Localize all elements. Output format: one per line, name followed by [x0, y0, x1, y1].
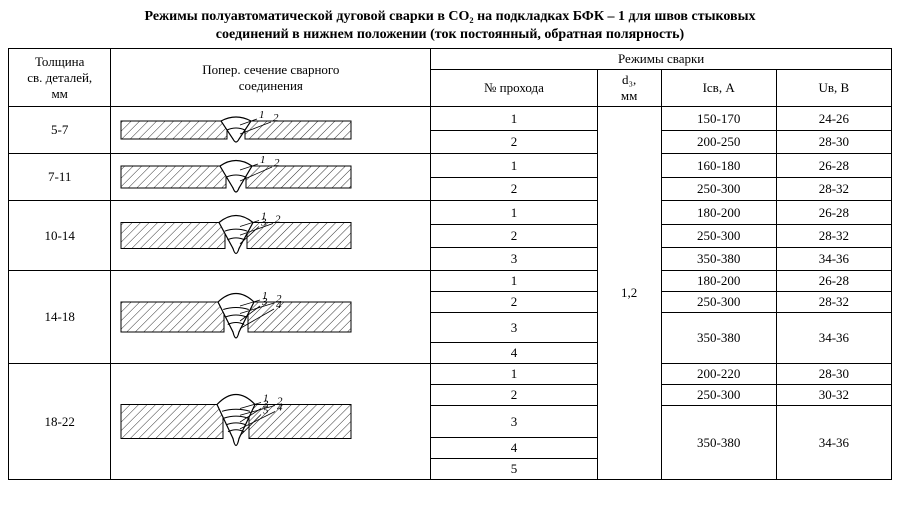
table-title: Режимы полуавтоматической дуговой сварки… [8, 8, 892, 44]
pass-number: 4 [431, 438, 597, 459]
current-cell: 150-170 [661, 107, 776, 131]
svg-text:3: 3 [260, 217, 267, 229]
current-cell: 180-200 [661, 271, 776, 292]
table-row: 14-1812341180-20026-28 [9, 271, 892, 292]
svg-text:2: 2 [275, 214, 281, 226]
thickness-cell: 18-22 [9, 364, 111, 480]
svg-text:5: 5 [263, 405, 269, 417]
voltage-cell: 34-36 [776, 313, 891, 364]
pass-number: 1 [431, 201, 597, 224]
voltage-cell: 34-36 [776, 248, 891, 271]
table-row: 7-11121160-18026-28 [9, 154, 892, 178]
svg-text:2: 2 [273, 112, 279, 124]
voltage-cell: 26-28 [776, 154, 891, 178]
hdr-pass: № прохода [431, 70, 597, 107]
pass-number: 5 [431, 459, 597, 480]
svg-text:2: 2 [274, 157, 280, 169]
cross-section-cell: 12 [111, 154, 431, 201]
hdr-i: Iсв, А [661, 70, 776, 107]
table-row: 10-141231180-20026-28 [9, 201, 892, 224]
current-cell: 160-180 [661, 154, 776, 178]
cross-section-cell: 12345 [111, 364, 431, 480]
current-cell: 250-300 [661, 292, 776, 313]
voltage-cell: 26-28 [776, 271, 891, 292]
hdr-d: d₃,мм [597, 70, 661, 107]
title-line1: Режимы полуавтоматической дуговой сварки… [144, 9, 755, 24]
pass-number: 2 [431, 130, 597, 154]
voltage-cell: 28-30 [776, 130, 891, 154]
voltage-cell: 28-32 [776, 292, 891, 313]
thickness-cell: 5-7 [9, 107, 111, 154]
current-cell: 350-380 [661, 313, 776, 364]
table-row: 18-22123451200-22028-30 [9, 364, 892, 385]
svg-text:1: 1 [259, 109, 265, 121]
hdr-modes: Режимы сварки [431, 49, 892, 70]
pass-number: 2 [431, 385, 597, 406]
voltage-cell: 34-36 [776, 406, 891, 480]
wire-diameter-cell: 1,2 [597, 107, 661, 480]
pass-number: 1 [431, 271, 597, 292]
title-line2: соединений в нижнем положении (ток посто… [216, 27, 684, 42]
svg-text:4: 4 [276, 299, 282, 311]
cross-section-cell: 1234 [111, 271, 431, 364]
thickness-cell: 7-11 [9, 154, 111, 201]
current-cell: 250-300 [661, 224, 776, 247]
current-cell: 180-200 [661, 201, 776, 224]
svg-text:1: 1 [260, 154, 266, 166]
pass-number: 1 [431, 107, 597, 131]
table-row: 5-71211,2150-17024-26 [9, 107, 892, 131]
svg-text:4: 4 [277, 402, 283, 414]
voltage-cell: 24-26 [776, 107, 891, 131]
current-cell: 350-380 [661, 248, 776, 271]
welding-table: Толщина св. деталей, мм Попер. сечение с… [8, 48, 892, 480]
voltage-cell: 28-32 [776, 177, 891, 201]
cross-section-cell: 12 [111, 107, 431, 154]
current-cell: 200-220 [661, 364, 776, 385]
current-cell: 250-300 [661, 177, 776, 201]
thickness-cell: 14-18 [9, 271, 111, 364]
current-cell: 350-380 [661, 406, 776, 480]
thickness-cell: 10-14 [9, 201, 111, 271]
voltage-cell: 26-28 [776, 201, 891, 224]
pass-number: 3 [431, 313, 597, 343]
hdr-u: Uв, В [776, 70, 891, 107]
voltage-cell: 28-32 [776, 224, 891, 247]
pass-number: 3 [431, 406, 597, 438]
voltage-cell: 30-32 [776, 385, 891, 406]
pass-number: 1 [431, 364, 597, 385]
hdr-thickness: Толщина св. деталей, мм [9, 49, 111, 107]
voltage-cell: 28-30 [776, 364, 891, 385]
pass-number: 3 [431, 248, 597, 271]
current-cell: 200-250 [661, 130, 776, 154]
pass-number: 4 [431, 343, 597, 364]
pass-number: 2 [431, 177, 597, 201]
current-cell: 250-300 [661, 385, 776, 406]
pass-number: 2 [431, 224, 597, 247]
pass-number: 1 [431, 154, 597, 178]
hdr-cross-section: Попер. сечение сварного соединения [111, 49, 431, 107]
cross-section-cell: 123 [111, 201, 431, 271]
pass-number: 2 [431, 292, 597, 313]
svg-text:3: 3 [261, 296, 268, 308]
